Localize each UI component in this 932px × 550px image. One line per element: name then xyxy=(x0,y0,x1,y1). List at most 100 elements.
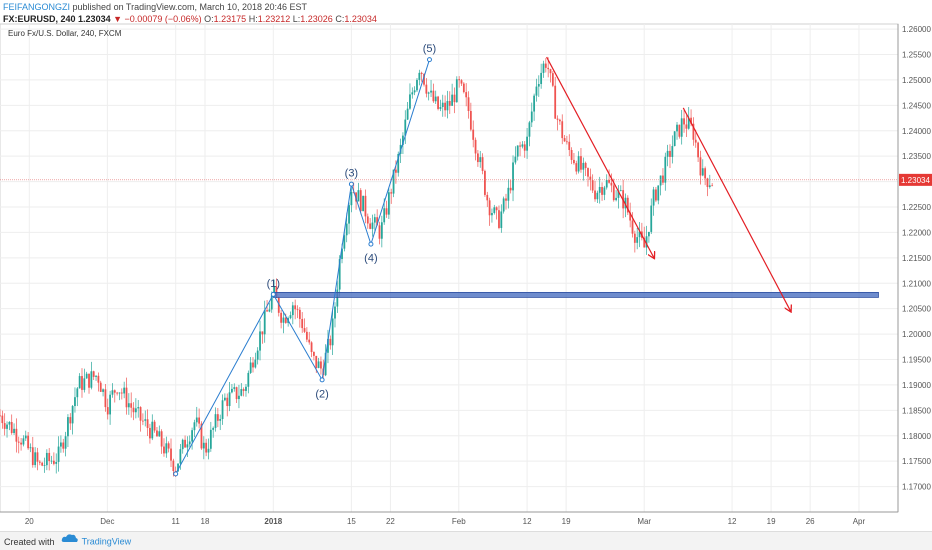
candle-body xyxy=(97,375,100,383)
candle-body xyxy=(453,94,456,103)
author-link[interactable]: FEIFANGONGZI xyxy=(3,2,71,12)
candle-body xyxy=(544,63,547,68)
tradingview-brand[interactable]: TradingView xyxy=(81,536,132,547)
last-price-tag xyxy=(899,173,932,186)
candle-body xyxy=(519,145,521,147)
candle-body xyxy=(149,427,151,439)
candle-body xyxy=(238,395,240,400)
candle-body xyxy=(507,187,510,201)
candle-body xyxy=(48,452,51,462)
candle-body xyxy=(603,187,606,195)
candle-body xyxy=(207,448,210,453)
x-tick-label: Mar xyxy=(637,517,651,526)
x-tick-label: 20 xyxy=(25,517,34,526)
candle-body xyxy=(629,212,632,221)
x-tick-label: 12 xyxy=(728,517,737,526)
candle-body xyxy=(423,74,425,85)
candle-body xyxy=(626,197,629,213)
candle-body xyxy=(505,198,507,201)
candles xyxy=(0,57,714,478)
candle-body xyxy=(530,111,533,123)
candle-body xyxy=(200,423,203,449)
x-tick-label: 2018 xyxy=(264,517,282,526)
candle-body xyxy=(577,156,580,172)
candle-body xyxy=(692,123,695,140)
candle-body xyxy=(385,208,388,215)
candle-body xyxy=(294,305,297,310)
candle-body xyxy=(465,92,468,98)
candle-body xyxy=(427,92,430,94)
candle-body xyxy=(711,185,714,187)
x-tick-label: 12 xyxy=(523,517,532,526)
candle-body xyxy=(652,189,655,206)
candle-body xyxy=(104,389,107,408)
footer-bar: Created with TradingView xyxy=(0,531,932,550)
candle-body xyxy=(27,435,30,449)
created-with-label: Created with xyxy=(4,536,55,547)
candle-body xyxy=(29,447,32,449)
candle-body xyxy=(71,406,74,424)
candle-body xyxy=(383,208,386,223)
price-chart[interactable]: 1.26000 1.25500 1.25000 1.24500 1.24000 1.235… xyxy=(0,0,932,532)
candle-body xyxy=(301,318,304,329)
candle-body xyxy=(31,447,34,466)
change-value: −0.00079 (−0.06%) xyxy=(124,14,202,24)
high-value: 1.23212 xyxy=(257,14,291,24)
candle-body xyxy=(226,397,229,407)
candle-body xyxy=(533,95,536,112)
candle-body xyxy=(69,417,72,424)
candle-body xyxy=(411,92,414,95)
candle-body xyxy=(664,156,667,183)
candle-body xyxy=(472,129,475,140)
candle-body xyxy=(345,223,348,236)
candle-body xyxy=(458,79,461,81)
x-tick-label: 26 xyxy=(806,517,815,526)
candle-body xyxy=(327,338,329,353)
last-price: 1.23034 xyxy=(78,14,111,24)
x-tick-label: 22 xyxy=(386,517,395,526)
candle-body xyxy=(90,371,93,388)
candle-body xyxy=(256,350,259,360)
candle-body xyxy=(498,210,500,228)
candle-body xyxy=(181,439,184,450)
candle-body xyxy=(509,187,512,191)
candle-body xyxy=(432,90,435,102)
candle-body xyxy=(568,141,571,150)
candle-body xyxy=(249,362,252,373)
wave-label: (1) xyxy=(267,278,280,290)
y-tick-label: 1.18500 xyxy=(902,406,931,415)
candle-body xyxy=(305,331,308,340)
candle-body xyxy=(418,72,421,80)
candle-body xyxy=(474,139,477,154)
candle-body xyxy=(451,94,454,106)
candle-body xyxy=(62,442,65,449)
candle-body xyxy=(268,309,271,312)
candle-body xyxy=(373,217,376,223)
candle-body xyxy=(662,175,664,183)
candle-body xyxy=(263,310,266,335)
candle-body xyxy=(554,85,557,119)
candle-body xyxy=(392,169,395,194)
candle-body xyxy=(160,431,163,447)
candle-body xyxy=(167,443,170,449)
candle-body xyxy=(582,162,585,170)
candle-body xyxy=(619,190,622,191)
candle-body xyxy=(156,430,158,437)
candle-body xyxy=(446,101,449,111)
candle-body xyxy=(165,443,168,454)
candle-body xyxy=(60,442,62,447)
candle-body xyxy=(404,119,407,136)
y-tick-label: 1.17500 xyxy=(902,457,931,466)
candle-body xyxy=(331,318,334,346)
y-tick-label: 1.20000 xyxy=(902,330,931,339)
open-label: O: xyxy=(204,14,214,24)
wave-point xyxy=(348,181,354,187)
candle-body xyxy=(481,157,484,171)
candle-body xyxy=(3,423,6,429)
x-tick-label: 11 xyxy=(172,517,181,526)
candle-body xyxy=(425,84,428,94)
candle-body xyxy=(172,460,175,472)
candle-body xyxy=(476,153,479,163)
candle-body xyxy=(202,442,205,449)
y-tick-label: 1.25500 xyxy=(902,51,931,60)
